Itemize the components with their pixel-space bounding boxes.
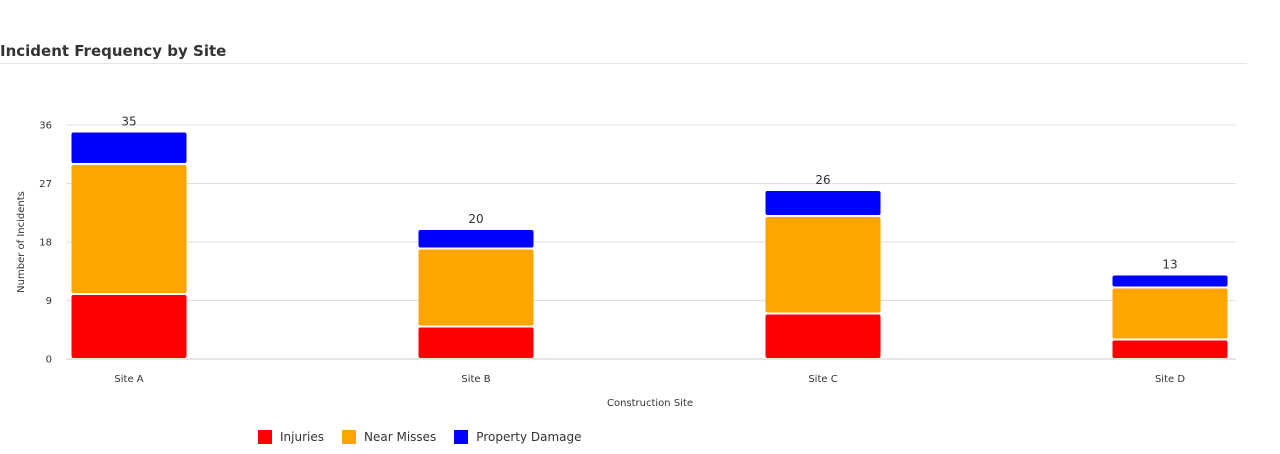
x-tick-label: Site A bbox=[114, 374, 143, 385]
bar-segment-near-misses[interactable] bbox=[71, 165, 187, 293]
title-divider bbox=[0, 63, 1247, 64]
bar-segment-property-damage[interactable] bbox=[1112, 275, 1228, 287]
bar-segment-near-misses[interactable] bbox=[1112, 288, 1228, 339]
legend-swatch-property-damage bbox=[454, 430, 469, 444]
total-label: 26 bbox=[815, 173, 830, 187]
legend: Injuries Near Misses Property Damage bbox=[258, 430, 582, 444]
y-tick-label: 18 bbox=[39, 238, 52, 249]
legend-swatch-near-misses bbox=[342, 430, 356, 444]
y-tick-label: 9 bbox=[46, 296, 52, 307]
x-tick-label: Site B bbox=[461, 374, 490, 385]
legend-item-near-misses[interactable]: Near Misses bbox=[342, 430, 436, 444]
legend-label-near-misses: Near Misses bbox=[364, 430, 437, 444]
bar-segment-property-damage[interactable] bbox=[71, 132, 187, 164]
total-label: 20 bbox=[468, 212, 483, 226]
bars bbox=[71, 132, 1228, 359]
x-tick-label: Site D bbox=[1155, 374, 1185, 385]
y-tick-label: 0 bbox=[46, 355, 52, 366]
total-labels: 35 20 26 13 bbox=[121, 115, 1177, 272]
bar-segment-injuries[interactable] bbox=[71, 295, 187, 358]
total-label: 13 bbox=[1162, 258, 1177, 272]
bar-segment-injuries[interactable] bbox=[418, 327, 534, 359]
bar-segment-near-misses[interactable] bbox=[418, 249, 534, 326]
x-axis-title: Construction Site bbox=[607, 398, 693, 409]
legend-item-injuries[interactable]: Injuries bbox=[258, 430, 324, 444]
bar-segment-property-damage[interactable] bbox=[765, 191, 881, 215]
total-label: 35 bbox=[121, 115, 136, 129]
bar-segment-near-misses[interactable] bbox=[765, 217, 881, 313]
chart-title: Incident Frequency by Site bbox=[0, 42, 227, 60]
y-axis-title: Number of Incidents bbox=[16, 191, 27, 293]
x-tick-label: Site C bbox=[808, 374, 837, 385]
bar-segment-injuries[interactable] bbox=[1112, 340, 1228, 359]
y-tick-label: 27 bbox=[39, 179, 52, 190]
x-tick-labels: Site A Site B Site C Site D bbox=[114, 374, 1185, 385]
gridlines bbox=[66, 124, 1236, 360]
legend-item-property-damage[interactable]: Property Damage bbox=[454, 430, 582, 444]
bar-segment-property-damage[interactable] bbox=[418, 230, 534, 248]
legend-label-injuries: Injuries bbox=[280, 430, 324, 444]
bar-segment-injuries[interactable] bbox=[765, 314, 881, 359]
y-tick-label: 36 bbox=[39, 121, 52, 132]
legend-label-property-damage: Property Damage bbox=[476, 430, 582, 444]
y-tick-labels: 0 9 18 27 36 bbox=[39, 121, 52, 366]
legend-swatch-injuries bbox=[258, 430, 272, 444]
